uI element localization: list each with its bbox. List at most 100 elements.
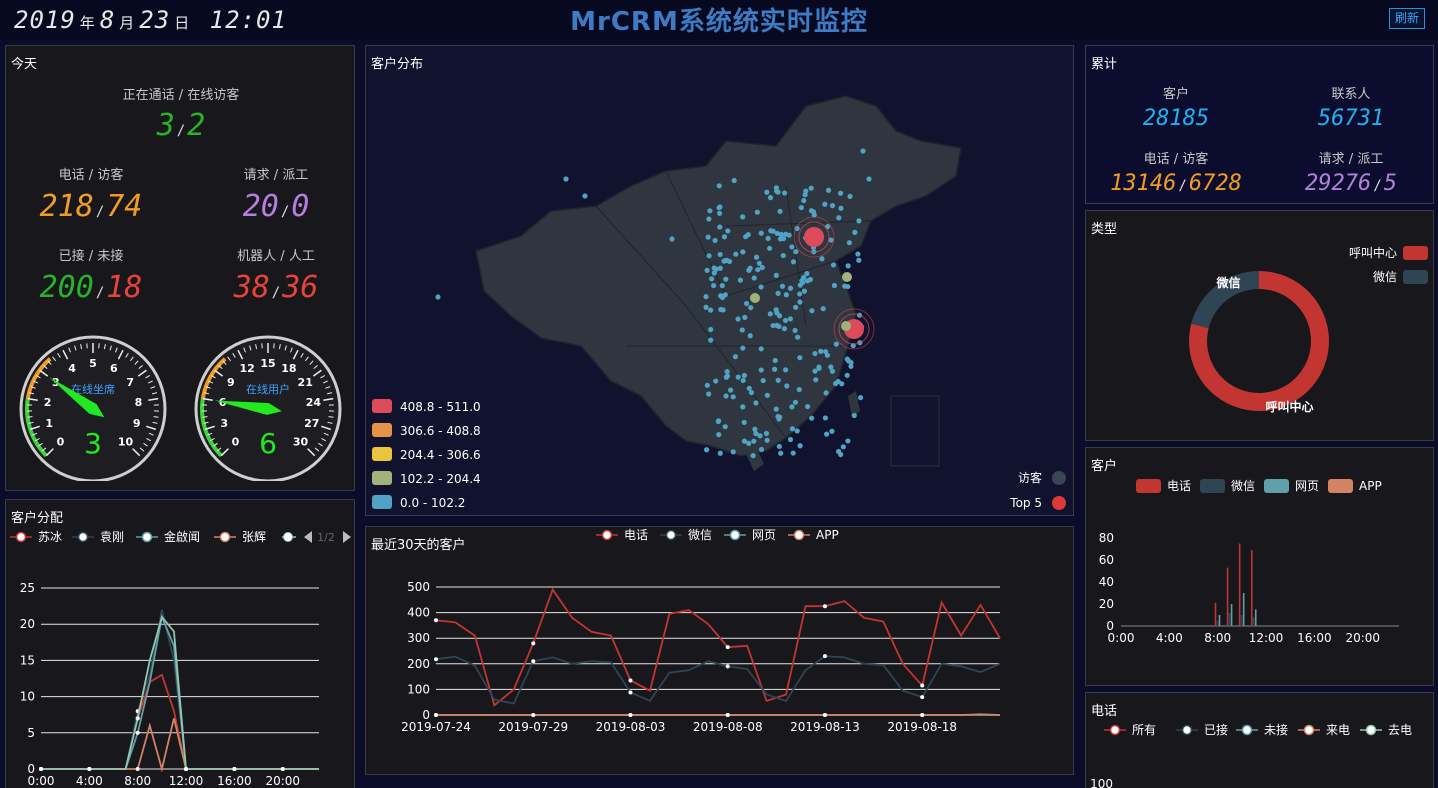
range-swatch[interactable] bbox=[372, 423, 392, 437]
requests-values: 20/0 bbox=[242, 189, 310, 224]
series-legend-label: 访客 bbox=[1018, 470, 1042, 485]
gauge-tick bbox=[318, 442, 323, 447]
legend-marker bbox=[283, 532, 293, 542]
visitor-dot bbox=[740, 249, 746, 255]
customers-legend-swatch[interactable] bbox=[1200, 479, 1225, 493]
gauge-tick bbox=[325, 386, 331, 389]
donut-slice[interactable] bbox=[1191, 271, 1259, 329]
x-tick-label: 20:00 bbox=[265, 774, 300, 788]
legend-item[interactable]: 所有 bbox=[1104, 723, 1156, 737]
legend-item[interactable]: 未接 bbox=[1236, 722, 1288, 737]
data-point bbox=[434, 657, 438, 662]
legend-item[interactable]: 去电 bbox=[1360, 723, 1412, 737]
visitor-dot bbox=[836, 215, 842, 221]
range-swatch[interactable] bbox=[372, 447, 392, 461]
gauge-tick-label: 12 bbox=[239, 362, 254, 375]
gauge-tick bbox=[148, 397, 159, 401]
legend-item[interactable]: 金啟闻 bbox=[136, 529, 200, 544]
legend-item[interactable]: 已接 bbox=[1176, 722, 1228, 737]
data-point bbox=[822, 713, 827, 717]
visitor-dot bbox=[828, 237, 834, 243]
data-point bbox=[531, 641, 536, 646]
y-tick-label: 300 bbox=[407, 631, 430, 645]
x-tick-label: 2019-08-13 bbox=[790, 720, 860, 734]
visitor-dot bbox=[740, 214, 746, 220]
x-tick-label: 2019-08-08 bbox=[693, 720, 763, 734]
x-tick-label: 12:00 bbox=[169, 774, 204, 788]
visitor-dot bbox=[837, 190, 844, 196]
refresh-button[interactable]: 刷新 bbox=[1389, 8, 1425, 29]
legend-item[interactable]: 张辉 bbox=[214, 530, 266, 544]
gauge-tick bbox=[117, 349, 124, 360]
series-line bbox=[435, 655, 1001, 705]
visitor-dot bbox=[832, 380, 839, 387]
visitor-dot bbox=[825, 187, 832, 193]
legend-item[interactable]: 苏冰 bbox=[10, 530, 62, 544]
gauge-tick bbox=[213, 442, 218, 447]
visitor-dot bbox=[813, 377, 819, 383]
month-unit: 月 bbox=[119, 14, 136, 32]
visitor-dot bbox=[756, 260, 762, 266]
time: 12:01 bbox=[209, 6, 287, 34]
gauge-tick-label: 24 bbox=[306, 396, 322, 409]
customers-title: 客户 bbox=[1091, 459, 1118, 474]
visitor-dot bbox=[775, 377, 781, 383]
types-legend-swatch[interactable] bbox=[1403, 270, 1428, 284]
visitor-dot bbox=[750, 452, 756, 459]
visitor-dot bbox=[783, 292, 789, 298]
visitor-dot bbox=[839, 381, 845, 387]
gauge-tick bbox=[210, 374, 216, 379]
visitor-dot bbox=[740, 345, 746, 351]
customers-legend-swatch[interactable] bbox=[1136, 479, 1161, 493]
legend-item[interactable]: 微信 bbox=[660, 528, 712, 542]
gauge-tick bbox=[39, 369, 49, 377]
gauge-tick-label: 9 bbox=[133, 417, 141, 430]
visitor-dot bbox=[777, 236, 783, 242]
data-point bbox=[184, 767, 189, 771]
legend-pager: 1/2 bbox=[317, 531, 335, 544]
gauge-tick bbox=[304, 356, 309, 362]
visitor-dot bbox=[757, 433, 763, 439]
visitor-dot bbox=[703, 304, 709, 310]
gauge-tick bbox=[203, 392, 210, 395]
legend-marker bbox=[15, 531, 27, 543]
gauge-tick-label: 0 bbox=[57, 436, 65, 449]
gauge-tick-label: 1 bbox=[45, 417, 53, 430]
data-point bbox=[232, 767, 237, 771]
visitor-dot bbox=[782, 317, 789, 324]
range-swatch[interactable] bbox=[372, 495, 392, 509]
y-tick-label: 40 bbox=[1099, 575, 1114, 589]
visitor-dot bbox=[835, 448, 842, 455]
distribution-legend[interactable]: 苏冰 袁刚 金啟闻 张辉 1/2 bbox=[6, 527, 356, 547]
last30-legend[interactable]: 电话 微信 网页 APP bbox=[366, 527, 1075, 547]
data-point bbox=[725, 645, 730, 650]
x-tick-label: 8:00 bbox=[124, 774, 151, 788]
legend-item[interactable]: 网页 bbox=[724, 528, 776, 542]
legend-label: 未接 bbox=[1264, 722, 1288, 737]
gauge-tick bbox=[321, 425, 332, 431]
legend-item[interactable]: 袁刚 bbox=[72, 530, 124, 544]
total-customers-label: 客户 bbox=[1162, 87, 1189, 102]
legend-item[interactable]: 电话 bbox=[596, 528, 648, 542]
customers-legend-swatch[interactable] bbox=[1264, 479, 1289, 493]
range-swatch[interactable] bbox=[372, 399, 392, 413]
series-legend-marker[interactable] bbox=[1052, 496, 1066, 510]
types-legend-swatch[interactable] bbox=[1403, 246, 1428, 260]
day-unit: 日 bbox=[174, 14, 191, 32]
visitor-dot bbox=[737, 277, 744, 283]
legend-item[interactable]: APP bbox=[788, 528, 839, 542]
visitor-dot bbox=[758, 230, 764, 236]
gauge-tick-label: 2 bbox=[44, 396, 52, 409]
visitor-dot bbox=[705, 234, 711, 240]
visitor-dot bbox=[829, 368, 836, 374]
legend-item[interactable]: 来电 bbox=[1298, 723, 1350, 737]
legend-next-icon[interactable] bbox=[343, 531, 351, 543]
series-legend-marker[interactable] bbox=[1052, 471, 1066, 485]
range-swatch[interactable] bbox=[372, 471, 392, 485]
gauge-tick bbox=[203, 421, 209, 424]
visitor-dot bbox=[844, 372, 850, 378]
total-calls-label: 电话 / 访客 bbox=[1143, 152, 1209, 167]
legend-prev-icon[interactable] bbox=[304, 531, 312, 543]
customers-legend-swatch[interactable] bbox=[1328, 479, 1353, 493]
visitor-dot bbox=[829, 203, 836, 209]
